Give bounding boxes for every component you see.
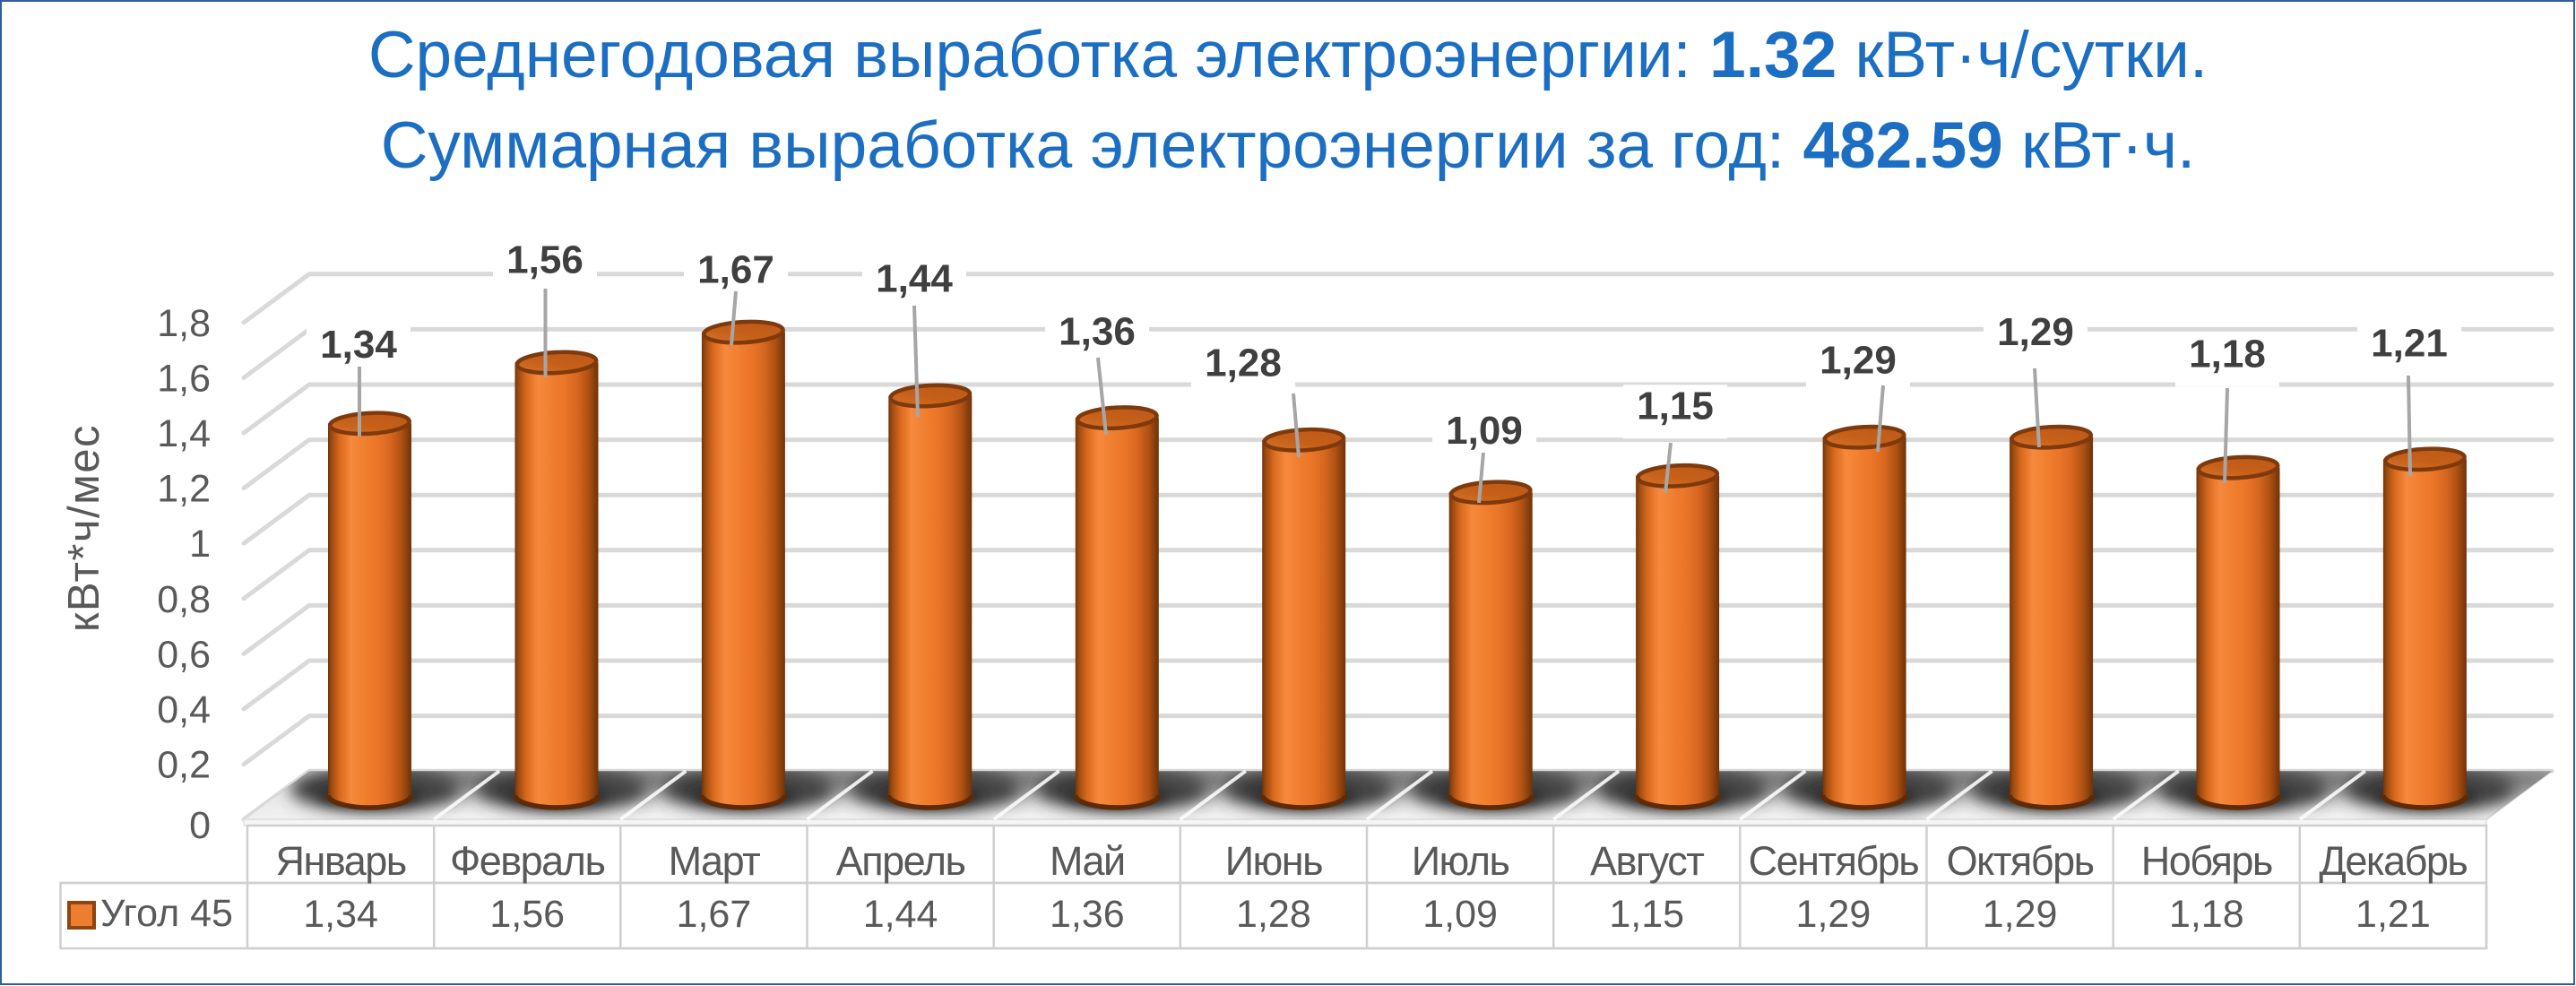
svg-text:Март: Март <box>669 838 761 884</box>
svg-text:Июль: Июль <box>1412 838 1509 884</box>
svg-text:Сентябрь: Сентябрь <box>1749 838 1919 884</box>
svg-text:Октябрь: Октябрь <box>1947 838 2094 884</box>
svg-text:1,28: 1,28 <box>1236 893 1311 936</box>
svg-text:1,36: 1,36 <box>1059 310 1136 354</box>
svg-text:Угол 45: Угол 45 <box>100 892 233 935</box>
svg-text:1,15: 1,15 <box>1609 893 1684 936</box>
svg-text:Среднегодовая выработка электр: Среднегодовая выработка электроэнергии: … <box>368 19 2208 91</box>
svg-text:Суммарная выработка электроэне: Суммарная выработка электроэнергии за го… <box>381 109 2196 182</box>
svg-text:1,44: 1,44 <box>876 257 953 301</box>
svg-text:1,4: 1,4 <box>157 412 211 455</box>
svg-text:1,29: 1,29 <box>1997 310 2074 354</box>
svg-text:1,18: 1,18 <box>2169 893 2244 936</box>
svg-text:1,56: 1,56 <box>489 893 565 936</box>
svg-text:1,44: 1,44 <box>863 893 938 936</box>
svg-text:1,29: 1,29 <box>1983 893 2058 936</box>
svg-text:0: 0 <box>189 804 211 847</box>
svg-text:1,56: 1,56 <box>506 238 583 282</box>
svg-text:1,09: 1,09 <box>1422 893 1498 936</box>
svg-text:1,34: 1,34 <box>320 323 397 367</box>
svg-text:0,4: 0,4 <box>157 688 211 731</box>
svg-text:1,21: 1,21 <box>2371 321 2448 365</box>
svg-text:1,18: 1,18 <box>2189 332 2266 376</box>
svg-text:1,8: 1,8 <box>157 302 211 345</box>
svg-text:0,2: 0,2 <box>157 744 211 787</box>
svg-text:0,6: 0,6 <box>157 633 211 676</box>
svg-text:Январь: Январь <box>275 838 405 884</box>
svg-text:Май: Май <box>1050 838 1125 884</box>
svg-text:1,21: 1,21 <box>2356 893 2431 936</box>
svg-text:1: 1 <box>189 523 211 566</box>
svg-text:1,29: 1,29 <box>1820 338 1897 382</box>
svg-text:1,15: 1,15 <box>1637 384 1714 428</box>
svg-text:1,36: 1,36 <box>1050 893 1125 936</box>
svg-text:Апрель: Апрель <box>836 838 965 884</box>
svg-text:1,6: 1,6 <box>157 357 211 400</box>
svg-text:Декабрь: Декабрь <box>2319 838 2467 884</box>
svg-text:Нобярь: Нобярь <box>2141 838 2272 884</box>
svg-text:Июнь: Июнь <box>1225 838 1322 884</box>
svg-text:1,29: 1,29 <box>1796 893 1871 936</box>
svg-text:1,09: 1,09 <box>1446 409 1523 453</box>
svg-text:1,67: 1,67 <box>697 248 774 292</box>
svg-text:кВт*ч/мес: кВт*ч/мес <box>60 424 108 632</box>
svg-text:Февраль: Февраль <box>450 838 604 884</box>
svg-text:1,34: 1,34 <box>303 893 378 936</box>
svg-text:1,67: 1,67 <box>677 893 752 936</box>
svg-text:1,2: 1,2 <box>157 468 211 511</box>
svg-text:1,28: 1,28 <box>1205 342 1282 385</box>
svg-text:0,8: 0,8 <box>157 578 211 621</box>
svg-text:Август: Август <box>1590 838 1704 884</box>
